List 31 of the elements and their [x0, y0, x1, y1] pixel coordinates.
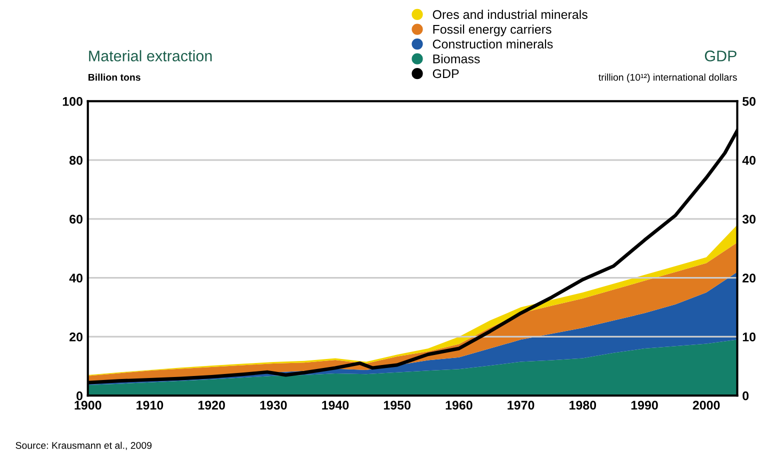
x-tick-label: 1950	[384, 400, 410, 410]
x-tick-label: 1970	[508, 400, 534, 410]
y-tick-label: 80	[69, 156, 82, 165]
x-tick-label: 1910	[136, 400, 164, 410]
x-tick-label: 1920	[198, 400, 225, 410]
y2-tick-label: 30	[742, 214, 756, 224]
y-tick-label: 0	[76, 391, 82, 400]
y-axis-title: Material extraction Billion tons	[88, 50, 212, 81]
y2-tick-label: 10	[742, 332, 756, 342]
x-tick-label: 1990	[631, 400, 658, 410]
legend-label: Fossil energy carriers	[433, 24, 552, 36]
y-tick-label: 40	[69, 274, 82, 282]
y2-tick-label: 40	[742, 156, 756, 165]
y-tick-label: 100	[62, 97, 82, 106]
x-tick-label: 1980	[570, 400, 596, 410]
y-tick-label: 60	[70, 214, 82, 224]
y2-axis-title: GDP trillion (10¹²) international dollars	[598, 50, 737, 83]
x-tick-label: 1960	[446, 400, 472, 410]
x-tick-label: 1930	[260, 400, 287, 410]
legend-label: Construction minerals	[432, 39, 553, 49]
x-tick-label: 1900	[74, 400, 102, 410]
source-note: Source: Krausmann et al., 2009	[16, 442, 152, 450]
legend-label: Ores and industrial minerals	[432, 10, 588, 19]
legend-label: Biomass	[433, 54, 480, 64]
legend-label: GDP	[432, 69, 459, 78]
x-tick-label: 2000	[692, 400, 720, 410]
y2-tick-label: 20	[742, 274, 756, 282]
y-tick-label: 20	[70, 332, 82, 342]
y2-tick-label: 50	[742, 97, 756, 106]
y2-tick-label: 0	[742, 391, 749, 400]
x-tick-label: 1940	[322, 400, 349, 410]
